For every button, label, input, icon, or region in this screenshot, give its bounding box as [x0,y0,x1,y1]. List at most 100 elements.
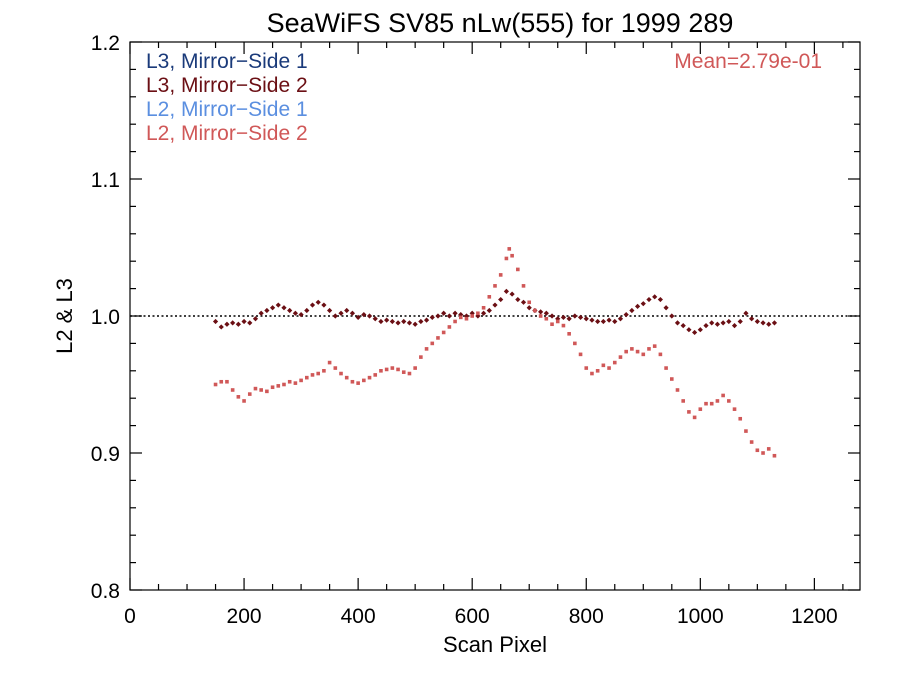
data-point-series-2 [498,273,503,277]
data-point-series-1 [332,313,338,319]
data-point-series-1 [423,317,430,323]
data-point-series-2 [253,386,258,391]
data-point-series-1 [726,318,732,325]
data-point-series-2 [230,388,235,392]
data-point-series-1 [520,299,527,305]
data-point-series-2 [749,440,754,444]
data-point-series-2 [350,379,355,384]
data-point-series-2 [287,379,292,384]
legend-entry: L3, Mirror−Side 2 [146,74,308,97]
x-tick-label: 200 [227,605,262,628]
data-points [212,247,778,458]
data-point-series-2 [607,366,611,370]
data-point-series-1 [634,303,641,310]
data-point-series-1 [709,320,715,326]
data-point-series-2 [247,392,252,396]
data-point-series-1 [366,313,373,319]
data-point-series-2 [595,369,600,373]
data-point-series-2 [299,378,303,383]
data-point-series-1 [492,302,498,308]
data-point-series-2 [727,399,731,403]
data-point-series-2 [225,379,229,384]
data-point-series-2 [516,267,520,272]
data-point-series-1 [509,291,515,297]
data-point-series-2 [464,316,469,321]
data-point-series-1 [663,305,669,311]
data-point-series-2 [413,366,417,370]
data-point-series-1 [629,307,635,314]
data-point-series-2 [430,341,435,346]
data-point-series-2 [635,349,640,354]
data-point-series-2 [322,369,326,373]
data-point-series-1 [287,307,293,314]
data-point-series-2 [641,352,646,357]
data-point-series-1 [378,318,384,325]
x-tick-label: 600 [455,605,490,628]
data-point-series-2 [401,370,406,374]
chart-title: SeaWiFS SV85 nLw(555) for 1999 289 [267,8,734,38]
data-point-series-2 [213,382,218,387]
data-point-series-1 [549,313,555,319]
data-point-series-2 [407,371,412,376]
data-point-series-2 [732,407,737,411]
data-point-series-2 [390,366,395,370]
data-point-series-2 [504,256,509,261]
data-point-series-2 [379,369,383,373]
data-point-series-1 [560,314,567,320]
data-point-series-1 [212,318,219,325]
data-point-series-2 [304,375,309,380]
data-point-series-2 [618,355,623,359]
data-point-series-2 [396,367,400,372]
data-point-series-2 [590,371,594,376]
data-point-series-2 [567,332,571,336]
data-point-series-1 [372,316,378,322]
legend-entry: L2, Mirror−Side 1 [146,98,308,121]
x-tick-label: 1000 [677,605,724,628]
data-point-series-1 [321,302,327,308]
data-point-series-1 [292,310,298,316]
data-point-series-2 [738,416,743,421]
data-point-series-1 [617,316,624,322]
data-point-series-1 [669,313,675,319]
data-point-series-2 [487,295,492,299]
data-point-series-2 [453,319,457,324]
y-tick-label: 1.2 [91,32,120,55]
data-point-series-1 [612,318,618,325]
data-point-series-2 [265,389,269,394]
data-point-series-1 [766,321,772,327]
data-point-series-2 [436,336,440,340]
data-point-series-2 [441,330,446,335]
data-point-series-2 [647,347,651,351]
data-point-series-2 [384,367,389,372]
data-point-series-2 [538,314,543,318]
x-tick-label: 400 [341,605,376,628]
data-point-series-2 [744,429,748,433]
data-point-series-1 [640,301,646,307]
data-point-series-1 [680,322,686,329]
data-point-series-2 [533,308,537,313]
data-point-series-2 [282,382,286,387]
data-point-series-2 [704,401,708,406]
data-point-series-2 [367,375,372,380]
data-point-series-1 [429,314,435,320]
data-point-series-2 [664,366,668,370]
data-point-series-2 [766,447,771,451]
data-point-series-2 [669,377,674,381]
data-point-series-2 [584,366,589,370]
data-point-series-1 [771,320,778,326]
x-axis-label: Scan Pixel [443,632,547,657]
data-point-series-2 [527,300,532,305]
data-point-series-2 [721,393,725,398]
data-point-series-2 [715,399,720,403]
data-point-series-2 [561,323,566,328]
data-point-series-2 [578,352,583,357]
y-tick-label: 0.9 [91,443,120,466]
data-point-series-1 [401,318,407,325]
data-point-series-2 [755,448,760,453]
data-point-series-2 [624,349,628,354]
legend-entry: L3, Mirror−Side 1 [146,50,308,73]
data-point-series-2 [310,373,315,377]
data-point-series-1 [435,313,441,319]
data-point-series-1 [452,310,458,316]
